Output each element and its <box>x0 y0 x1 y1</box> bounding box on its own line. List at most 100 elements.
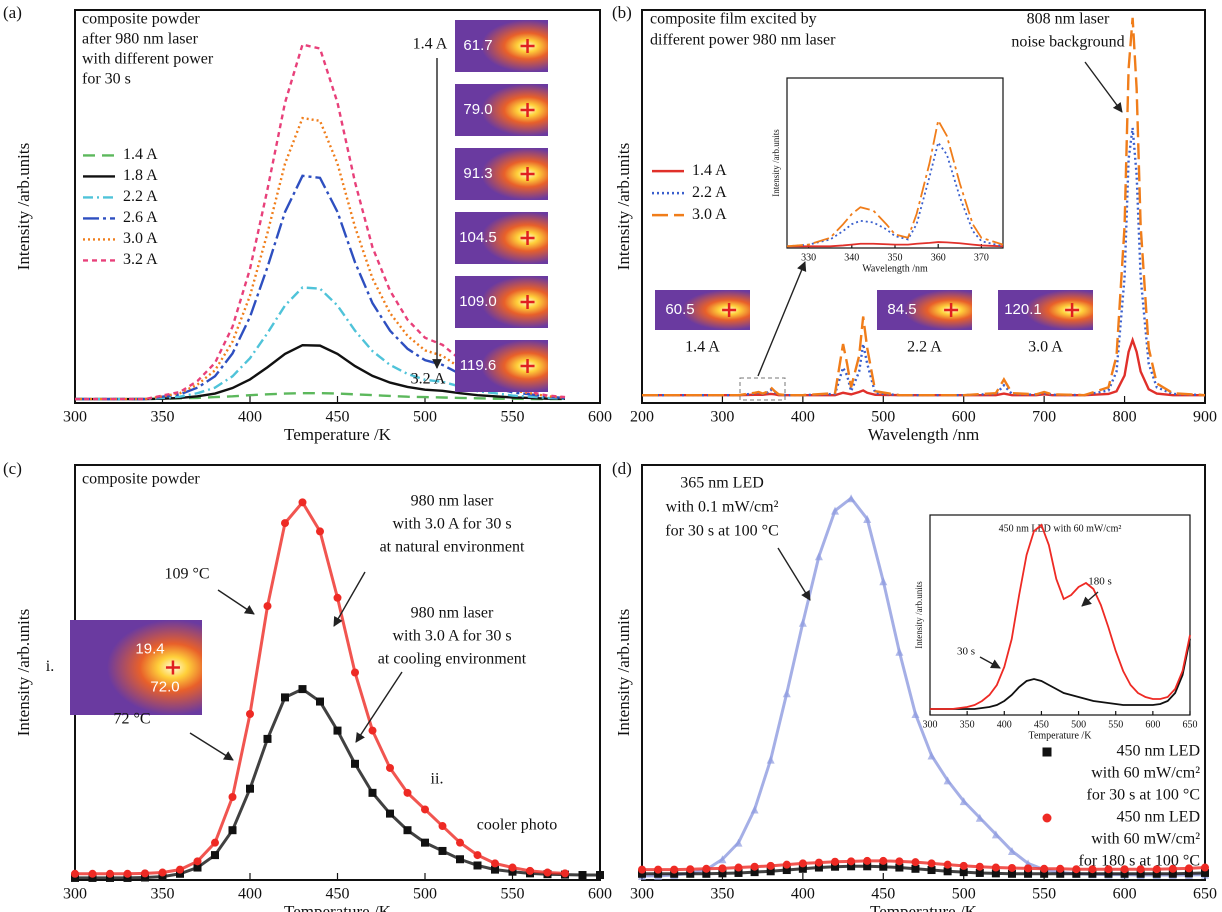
x-tick-label: 500 <box>413 886 437 903</box>
annotation: ii. <box>431 771 444 788</box>
data-point <box>718 869 727 878</box>
arrow <box>1084 61 1123 113</box>
data-point <box>943 860 952 869</box>
data-point <box>298 685 307 694</box>
series-line <box>930 523 1191 710</box>
data-point <box>766 861 775 870</box>
data-point <box>106 873 114 882</box>
data-point <box>975 813 984 822</box>
crosshair <box>520 295 535 309</box>
thermal-caption: 3.0 A <box>1028 339 1063 356</box>
data-point <box>333 726 342 735</box>
data-point <box>123 869 132 878</box>
x-tick-label: 400 <box>238 409 262 426</box>
x-tick-label: 360 <box>931 252 946 263</box>
data-point <box>88 873 97 882</box>
thermal-reading: 120.1 <box>1004 301 1042 318</box>
crosshair <box>520 231 535 245</box>
data-point <box>386 809 394 818</box>
data-point <box>351 759 359 768</box>
data-point <box>473 861 482 870</box>
x-tick-label: 600 <box>588 886 612 903</box>
x-tick-label: 300 <box>630 886 654 903</box>
legend-label: 2.2 A <box>692 184 727 201</box>
data-point <box>1120 865 1129 874</box>
data-point <box>1152 865 1161 874</box>
thermal-reading: 109.0 <box>459 293 497 310</box>
series-line <box>787 241 1004 248</box>
data-point <box>718 864 727 873</box>
data-point <box>975 862 984 871</box>
x-tick-label: 600 <box>588 409 612 426</box>
data-point <box>1040 864 1049 873</box>
data-point <box>782 860 791 869</box>
x-axis-label: Temperature /K <box>284 902 392 912</box>
x-tick-label: 300 <box>710 409 734 426</box>
data-point <box>421 838 429 847</box>
data-point <box>831 506 840 515</box>
data-point <box>123 873 132 882</box>
x-tick-label: 600 <box>1145 719 1160 730</box>
data-point <box>421 805 429 814</box>
x-tick-label: 500 <box>1071 719 1086 730</box>
data-point <box>141 873 149 882</box>
inset-frame <box>786 77 1004 249</box>
data-point <box>298 498 307 507</box>
data-point <box>1007 869 1016 878</box>
annotation: noise background <box>1011 34 1124 51</box>
data-point <box>927 751 936 760</box>
thermal-reading: 72.0 <box>150 678 179 695</box>
inset-frame <box>929 514 1191 716</box>
data-point <box>879 856 888 865</box>
y-axis-label: Intensity /arb.units <box>14 143 33 270</box>
thermal-image <box>70 620 202 715</box>
data-point <box>1056 864 1065 873</box>
x-tick-label: 340 <box>844 252 859 263</box>
data-point <box>654 865 663 874</box>
data-point <box>368 726 377 735</box>
x-tick-label: 400 <box>791 409 815 426</box>
annotation: at natural environment <box>380 539 525 556</box>
legend-label: 3.2 A <box>123 251 158 268</box>
x-tick-label: 700 <box>1032 409 1056 426</box>
annotation: for 30 s <box>82 71 131 88</box>
data-point <box>750 805 759 814</box>
x-axis-label: Wavelength /nm <box>868 425 979 444</box>
data-point <box>333 593 342 602</box>
data-point <box>508 867 517 876</box>
arrow <box>217 589 255 615</box>
data-point <box>1201 868 1209 877</box>
data-point <box>798 864 807 873</box>
data-point <box>798 859 807 868</box>
data-point <box>782 689 791 698</box>
data-point <box>596 871 604 880</box>
x-axis-label: Temperature /K <box>284 425 392 444</box>
data-point <box>316 527 324 536</box>
x-tick-label: 300 <box>63 886 87 903</box>
thermal-caption: i. <box>46 658 54 675</box>
data-point <box>88 869 97 878</box>
x-tick-label: 600 <box>952 409 976 426</box>
data-point <box>578 871 587 880</box>
data-point <box>1168 869 1177 878</box>
data-point <box>561 869 569 878</box>
y-axis-label: Intensity /arb.units <box>14 609 33 736</box>
annotation: after 980 nm laser <box>82 31 199 48</box>
crosshair <box>1065 303 1080 317</box>
data-point <box>1168 864 1177 873</box>
annotation: cooler photo <box>477 817 557 834</box>
data-point <box>734 838 743 847</box>
x-tick-label: 400 <box>791 886 815 903</box>
data-point <box>456 855 464 864</box>
x-tick-label: 600 <box>1113 886 1137 903</box>
arrow <box>757 261 807 377</box>
x-tick-label: 300 <box>923 719 938 730</box>
data-point <box>927 859 936 868</box>
data-point <box>141 869 149 878</box>
data-point <box>750 862 759 871</box>
x-tick-label: 350 <box>888 252 903 263</box>
inset-title: 450 nm LED with 60 mW/cm² <box>999 523 1122 534</box>
data-point <box>193 863 202 872</box>
x-tick-label: 500 <box>413 409 437 426</box>
legend-label: 450 nm LED <box>1116 809 1200 826</box>
